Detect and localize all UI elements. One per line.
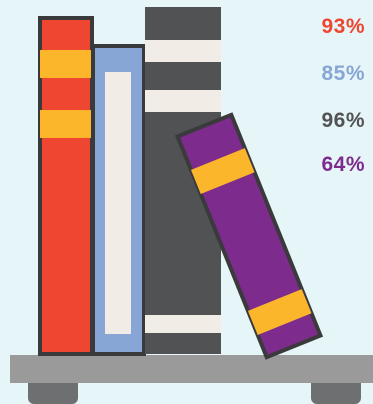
percentage-red: 93% <box>321 15 365 38</box>
blue-book <box>91 44 146 356</box>
percentage-dark: 96% <box>321 109 365 132</box>
percentage-purple: 64% <box>321 153 365 176</box>
shelf-board <box>10 355 373 383</box>
percentage-blue: 85% <box>321 62 365 85</box>
purple-book <box>174 112 324 360</box>
red-book <box>38 16 94 356</box>
